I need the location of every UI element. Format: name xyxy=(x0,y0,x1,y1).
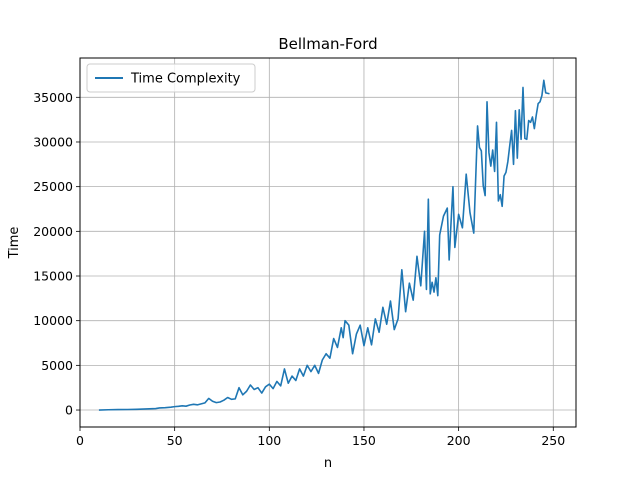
plot-frame xyxy=(79,57,577,428)
x-axis-label: n xyxy=(324,456,332,471)
y-tick-label: 25000 xyxy=(33,179,73,194)
grid xyxy=(79,58,576,427)
x-tick-label: 200 xyxy=(447,433,471,448)
x-tick-label: 250 xyxy=(541,433,565,448)
legend-label: Time Complexity xyxy=(130,72,241,87)
series-line xyxy=(98,79,550,411)
y-tick-label: 5000 xyxy=(41,358,73,373)
series-layer xyxy=(98,79,550,411)
y-tick-label: 0 xyxy=(65,403,73,418)
legend: Time Complexity xyxy=(86,63,256,93)
y-tick-label: 35000 xyxy=(33,90,73,105)
y-tick-label: 20000 xyxy=(33,224,73,239)
chart-title: Bellman-Ford xyxy=(278,35,377,53)
x-tick-label: 150 xyxy=(352,433,376,448)
legend-box xyxy=(86,63,256,93)
y-tick-label: 30000 xyxy=(33,134,73,149)
x-tick-label: 50 xyxy=(167,433,183,448)
x-tick-label: 0 xyxy=(76,433,84,448)
ticks: 0 50 100 150 200 250 0 5000 10000 15000 20000 25000… xyxy=(33,90,565,448)
y-tick-label: 10000 xyxy=(33,313,73,328)
y-axis-label: Time xyxy=(7,227,22,260)
y-tick-label: 15000 xyxy=(33,269,73,284)
x-tick-label: 100 xyxy=(257,433,281,448)
